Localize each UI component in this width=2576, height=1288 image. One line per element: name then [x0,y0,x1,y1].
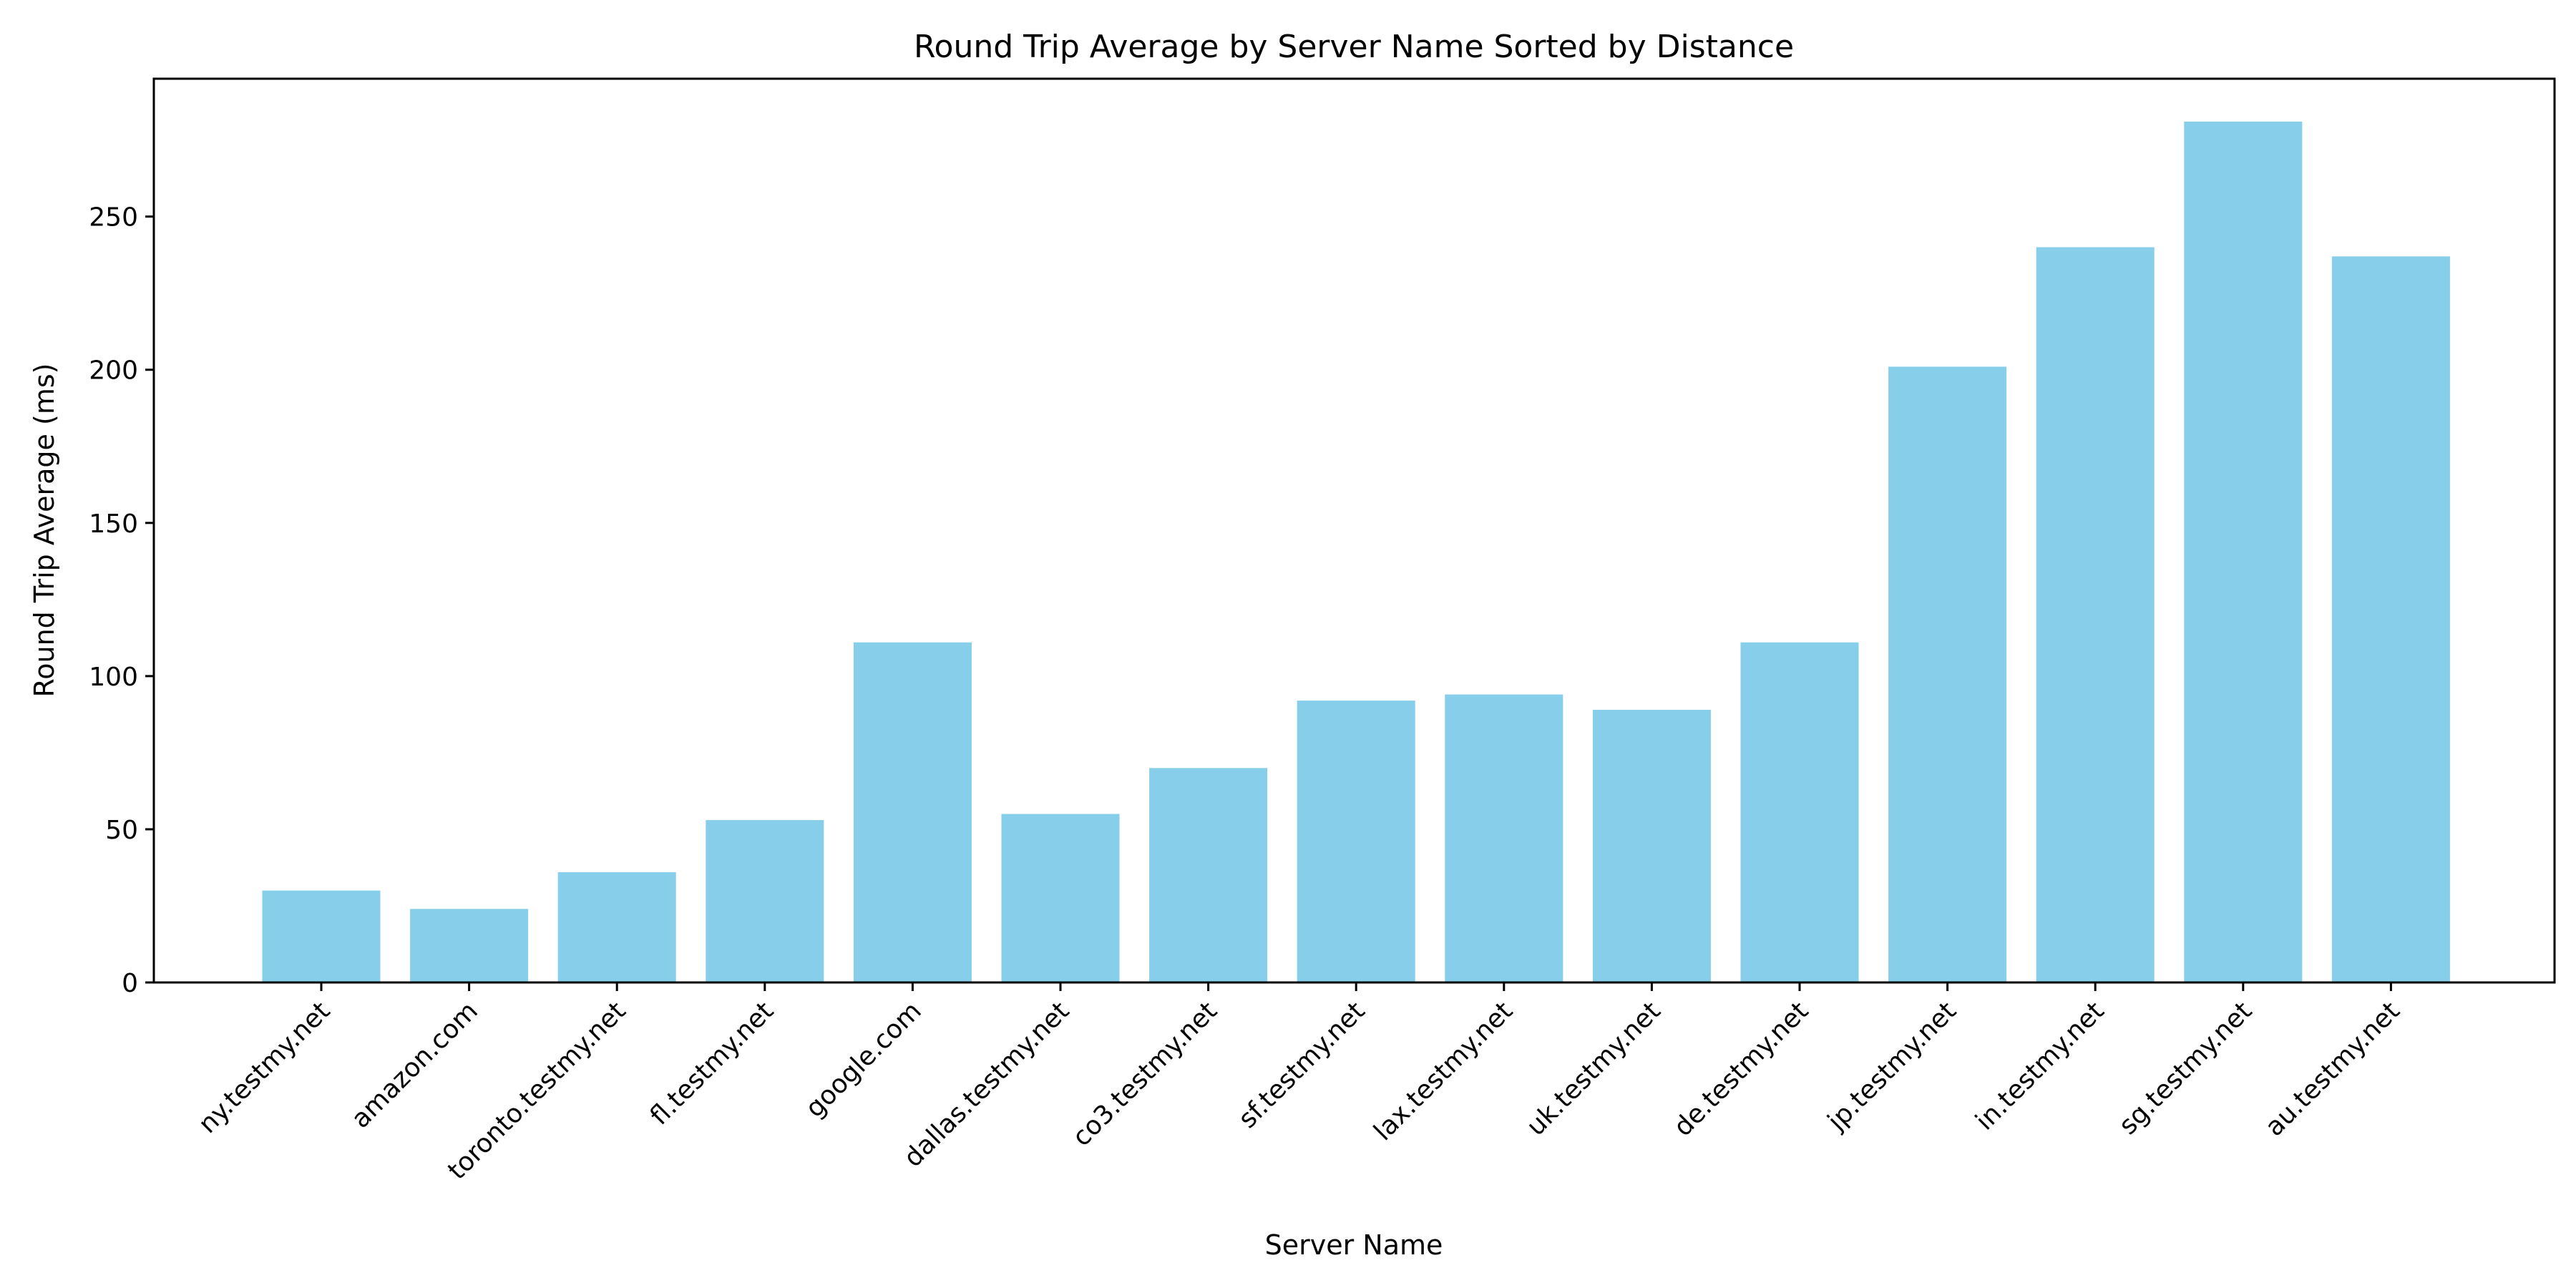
x-tick-label: sf.testmy.net [1233,996,1370,1133]
x-tick-label: uk.testmy.net [1521,996,1667,1141]
bar-uk.testmy.net [1592,709,1711,982]
y-tick-label: 100 [89,663,138,692]
bar-in.testmy.net [2036,247,2155,982]
bar-google.com [853,642,972,982]
plot-frame [152,77,2556,984]
x-tick-label: co3.testmy.net [1067,996,1223,1152]
bar-amazon.com [410,909,529,982]
x-tick-label: dallas.testmy.net [899,996,1075,1173]
bar-ny.testmy.net [262,890,381,982]
x-tick-label: au.testmy.net [2260,996,2406,1142]
y-tick-label: 250 [89,203,138,233]
x-tick-label: in.testmy.net [1970,996,2109,1136]
x-axis-label: Server Name [1265,1229,1443,1261]
x-tick-label: google.com [800,996,927,1123]
x-tick-label: de.testmy.net [1668,996,1814,1142]
x-tick-label: lax.testmy.net [1368,996,1518,1146]
y-tick-label: 50 [105,816,138,845]
bar-toronto.testmy.net [557,872,676,982]
x-tick-label: amazon.com [346,996,484,1134]
bar-dallas.testmy.net [1001,814,1120,982]
y-axis-label: Round Trip Average (ms) [29,364,60,698]
bar-de.testmy.net [1740,642,1859,982]
y-tick-label: 0 [122,969,138,998]
bar-sg.testmy.net [2184,121,2303,983]
bar-sf.testmy.net [1297,701,1415,982]
chart-title: Round Trip Average by Server Name Sorted… [914,29,1794,65]
bar-fl.testmy.net [706,820,824,982]
y-tick-label: 200 [89,356,138,386]
x-tick-label: jp.testmy.net [1822,996,1962,1136]
y-tick-label: 150 [89,509,138,539]
bar-jp.testmy.net [1888,366,2007,982]
bar-au.testmy.net [2331,256,2450,983]
x-tick-label: ny.testmy.net [193,996,336,1139]
x-axis-ticks: ny.testmy.net amazon.comtoronto.testmy.ne… [193,982,2406,1186]
x-tick-label: sg.testmy.net [2114,996,2258,1140]
bar-lax.testmy.net [1445,694,1563,982]
y-axis-ticks: 0 50 100 150 200 250 [89,203,154,998]
bars-layer [262,121,2450,983]
bar-co3.testmy.net [1149,768,1268,982]
x-tick-label: fl.testmy.net [645,996,779,1131]
